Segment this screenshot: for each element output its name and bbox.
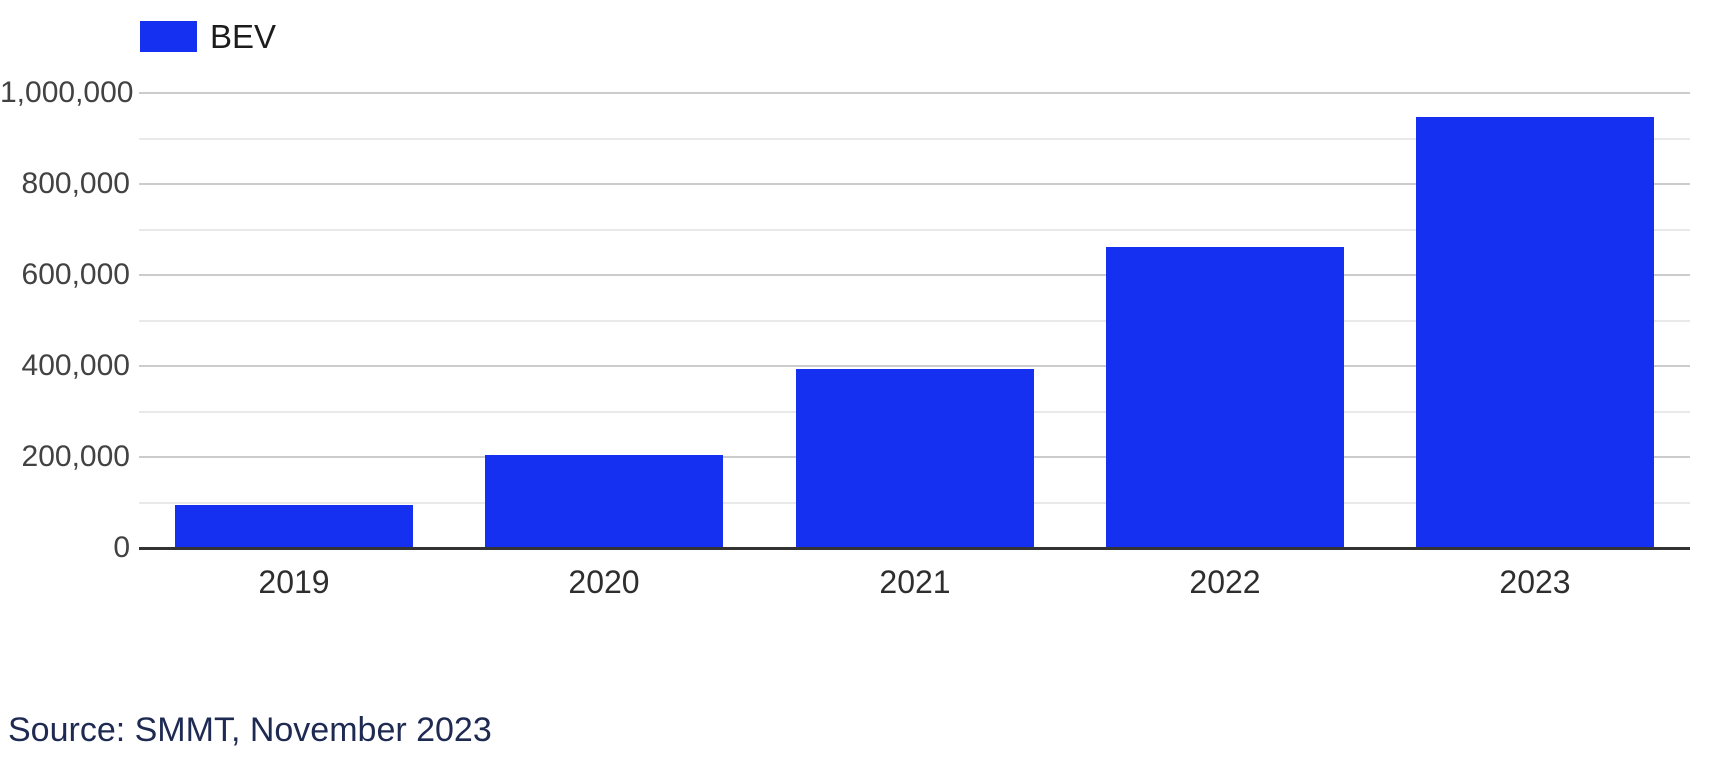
x-axis-label-2019: 2019 (258, 564, 330, 600)
gridline (139, 138, 1690, 140)
x-axis-label-2023: 2023 (1499, 564, 1571, 600)
y-axis-tick-label: 1,000,000 (0, 76, 134, 109)
y-axis-tick-label: 600,000 (21, 258, 130, 291)
gridline (139, 320, 1690, 322)
source-attribution: Source: SMMT, November 2023 (8, 711, 492, 749)
y-axis-tick-label: 200,000 (21, 440, 130, 473)
bar-2019[interactable] (175, 505, 413, 547)
gridline (139, 183, 1690, 185)
legend-swatch-bev (140, 21, 197, 52)
x-axis-label-2022: 2022 (1189, 564, 1261, 600)
bar-2021[interactable] (796, 369, 1034, 547)
gridline (139, 92, 1690, 94)
bar-2022[interactable] (1106, 247, 1344, 547)
gridline (139, 274, 1690, 276)
bar-2020[interactable] (485, 455, 723, 547)
bar-2023[interactable] (1416, 117, 1654, 547)
gridline (139, 365, 1690, 367)
legend-label-bev: BEV (210, 18, 277, 55)
x-axis-label-2021: 2021 (879, 564, 951, 600)
y-axis-tick-label: 800,000 (21, 167, 130, 200)
y-axis-tick-label: 0 (113, 531, 130, 564)
gridline (139, 229, 1690, 231)
x-axis-label-2020: 2020 (568, 564, 640, 600)
x-axis-line (139, 547, 1690, 550)
y-axis-tick-label: 400,000 (21, 349, 130, 382)
legend[interactable]: BEV (140, 20, 276, 53)
